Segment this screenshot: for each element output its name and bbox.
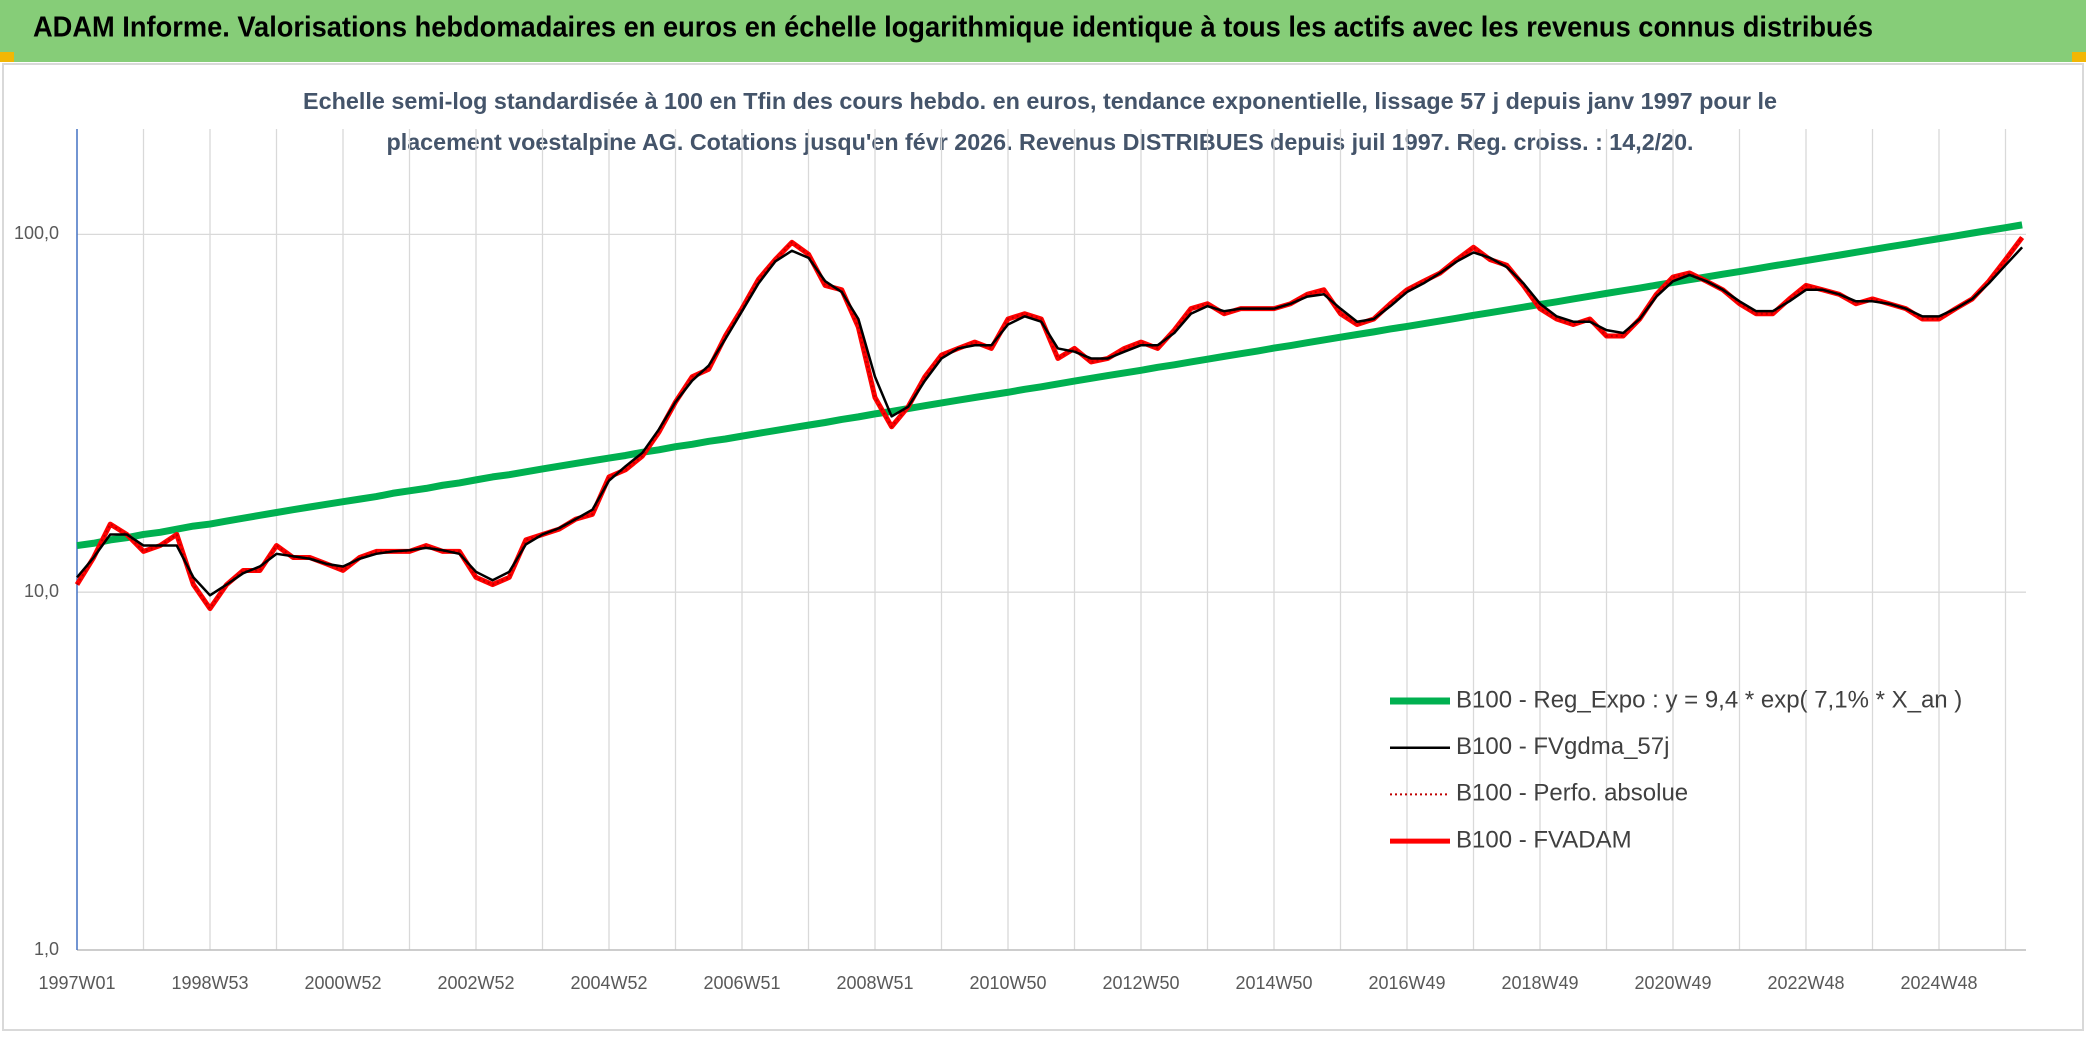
grid: 1,0 10,0 100,0 1997W01 1998W53 2000W52 2002W52… <box>14 129 2026 993</box>
chart-frame <box>2 63 2084 1031</box>
x-tick-label: 2024W48 <box>1900 973 1977 993</box>
x-tick-label: 2004W52 <box>570 973 647 993</box>
legend-label: B100 - FVgdma_57j <box>1456 733 1669 760</box>
subtitle: placement voestalpine AG. Cotations jusq… <box>387 129 1694 155</box>
legend-label: B100 - Reg_Expo : y = 9,4 * exp( 7,1% * … <box>1456 686 1962 713</box>
legend-label: B100 - FVADAM <box>1456 826 1632 853</box>
corner-mark <box>0 52 14 62</box>
series-line <box>76 246 2024 597</box>
x-tick-label: 2000W52 <box>304 973 381 993</box>
x-tick-label: 1998W53 <box>171 973 248 993</box>
y-tick-label: 10,0 <box>24 581 59 601</box>
x-tick-label: 2016W49 <box>1368 973 1445 993</box>
x-tick-label: 2022W48 <box>1767 973 1844 993</box>
y-tick-label: 1,0 <box>34 939 59 959</box>
x-tick-label: 2010W50 <box>969 973 1046 993</box>
title-bar <box>0 0 2086 62</box>
legend-label: B100 - Perfo. absolue <box>1456 780 1688 807</box>
x-tick-label: 2018W49 <box>1501 973 1578 993</box>
x-tick-label: 2020W49 <box>1634 973 1711 993</box>
legend: B100 - Reg_Expo : y = 9,4 * exp( 7,1% * … <box>1390 686 1962 853</box>
corner-mark <box>2072 52 2086 62</box>
x-tick-label: 1997W01 <box>38 973 115 993</box>
plot-area <box>74 221 2025 612</box>
chart-title: ADAM Informe. Valorisations hebdomadaire… <box>33 12 1873 44</box>
x-tick-label: 2002W52 <box>437 973 514 993</box>
y-tick-label: 100,0 <box>14 223 59 243</box>
x-tick-label: 2006W51 <box>703 973 780 993</box>
x-tick-label: 2014W50 <box>1235 973 1312 993</box>
x-tick-label: 2012W50 <box>1102 973 1179 993</box>
subtitle: Echelle semi-log standardisée à 100 en T… <box>303 88 1777 114</box>
x-tick-label: 2008W51 <box>836 973 913 993</box>
